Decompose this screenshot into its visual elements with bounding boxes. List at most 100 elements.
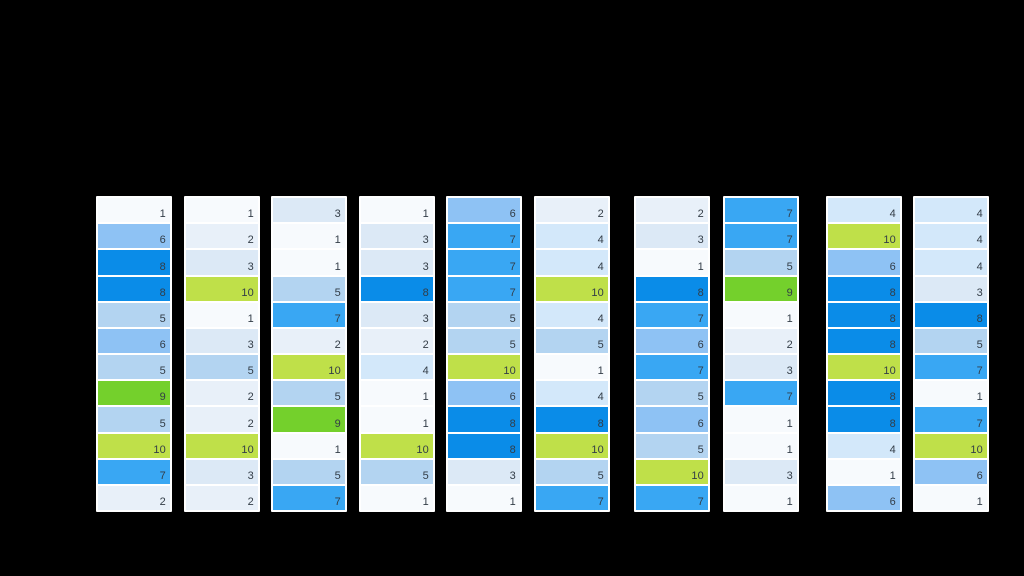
heatmap-cell: 8 xyxy=(828,302,900,327)
heatmap-cell: 7 xyxy=(273,302,345,327)
heatmap-cell: 7 xyxy=(915,355,987,380)
heatmap-cell: 2 xyxy=(536,198,608,223)
heatmap-cell: 7 xyxy=(273,485,345,511)
heatmap-cell: 5 xyxy=(361,459,433,484)
heatmap-cell: 5 xyxy=(448,302,520,327)
heatmap-cell: 7 xyxy=(448,224,520,249)
heatmap-column: 2 4 4 10 4 5 1 4 8 10 5 7 xyxy=(534,196,610,512)
heatmap-cell: 3 xyxy=(273,198,345,223)
heatmap-cell: 6 xyxy=(915,459,987,484)
heatmap-column: 6 7 7 7 5 5 10 6 8 8 3 1 xyxy=(446,196,522,512)
heatmap-cell: 4 xyxy=(536,224,608,249)
heatmap-cell: 1 xyxy=(273,224,345,249)
heatmap-cell: 3 xyxy=(186,250,258,275)
heatmap-cell: 1 xyxy=(273,433,345,458)
heatmap-cell: 1 xyxy=(725,485,797,511)
heatmap-cell: 1 xyxy=(361,407,433,432)
heatmap-cell: 8 xyxy=(536,407,608,432)
heatmap-cell: 10 xyxy=(361,433,433,458)
heatmap-cell: 10 xyxy=(915,433,987,458)
heatmap-cell: 1 xyxy=(361,485,433,511)
heatmap-column: 4 4 4 3 8 5 7 1 7 10 6 1 xyxy=(913,196,989,512)
heatmap-cell: 7 xyxy=(725,198,797,223)
heatmap-column: 1 3 3 8 3 2 4 1 1 10 5 1 xyxy=(359,196,435,512)
heatmap-cell: 1 xyxy=(98,198,170,223)
heatmap-cell: 2 xyxy=(98,485,170,511)
heatmap-cell: 6 xyxy=(828,485,900,511)
heatmap-cell: 5 xyxy=(448,328,520,354)
heatmap-cell: 1 xyxy=(536,355,608,380)
heatmap-cell: 5 xyxy=(186,355,258,380)
heatmap-cell: 7 xyxy=(636,355,708,380)
heatmap-cell: 9 xyxy=(273,407,345,432)
heatmap-cell: 4 xyxy=(361,355,433,380)
heatmap-cell: 4 xyxy=(536,302,608,327)
heatmap-cell: 3 xyxy=(361,224,433,249)
heatmap-cell: 2 xyxy=(186,224,258,249)
heatmap-cell: 4 xyxy=(828,433,900,458)
heatmap-cell: 1 xyxy=(636,250,708,275)
heatmap-cell: 10 xyxy=(186,276,258,301)
heatmap-cell: 10 xyxy=(98,433,170,458)
heatmap-cell: 5 xyxy=(536,328,608,354)
heatmap-cell: 10 xyxy=(636,459,708,484)
heatmap-cell: 5 xyxy=(536,459,608,484)
heatmap-cell: 3 xyxy=(186,328,258,354)
heatmap-cell: 1 xyxy=(361,381,433,406)
heatmap-cell: 2 xyxy=(186,485,258,511)
heatmap-cell: 9 xyxy=(98,381,170,406)
heatmap-cell: 2 xyxy=(186,407,258,432)
heatmap-cell: 7 xyxy=(536,485,608,511)
heatmap-cell: 5 xyxy=(636,433,708,458)
heatmap-cell: 6 xyxy=(636,328,708,354)
heatmap-cell: 8 xyxy=(828,381,900,406)
heatmap-cell: 1 xyxy=(915,485,987,511)
heatmap-cell: 3 xyxy=(915,276,987,301)
heatmap-cell: 1 xyxy=(186,198,258,223)
heatmap-cell: 2 xyxy=(361,328,433,354)
heatmap-cell: 10 xyxy=(828,224,900,249)
heatmap-cell: 6 xyxy=(98,224,170,249)
heatmap-cell: 1 xyxy=(186,302,258,327)
heatmap-cell: 3 xyxy=(361,250,433,275)
heatmap-cell: 10 xyxy=(536,276,608,301)
heatmap-cell: 3 xyxy=(448,459,520,484)
heatmap-cell: 9 xyxy=(725,276,797,301)
heatmap-cell: 5 xyxy=(98,355,170,380)
heatmap-cell: 5 xyxy=(98,302,170,327)
heatmap-column: 3 1 1 5 7 2 10 5 9 1 5 7 xyxy=(271,196,347,512)
heatmap-cell: 4 xyxy=(536,381,608,406)
heatmap-cell: 1 xyxy=(725,407,797,432)
heatmap-cell: 2 xyxy=(273,328,345,354)
heatmap-cell: 1 xyxy=(361,198,433,223)
heatmap-cell: 8 xyxy=(448,433,520,458)
heatmap-cell: 4 xyxy=(915,250,987,275)
heatmap-column: 1 2 3 10 1 3 5 2 2 10 3 2 xyxy=(184,196,260,512)
heatmap-cell: 7 xyxy=(448,276,520,301)
heatmap-cell: 6 xyxy=(448,198,520,223)
heatmap-cell: 4 xyxy=(915,224,987,249)
heatmap-cell: 5 xyxy=(915,328,987,354)
heatmap-cell: 7 xyxy=(725,224,797,249)
heatmap-cell: 4 xyxy=(915,198,987,223)
heatmap-cell: 7 xyxy=(636,485,708,511)
heatmap-cell: 3 xyxy=(636,224,708,249)
heatmap-cell: 6 xyxy=(828,250,900,275)
heatmap-cell: 8 xyxy=(828,328,900,354)
heatmap-cell: 3 xyxy=(186,459,258,484)
heatmap-column: 1 6 8 8 5 6 5 9 5 10 7 2 xyxy=(96,196,172,512)
heatmap-cell: 7 xyxy=(636,302,708,327)
heatmap-cell: 8 xyxy=(361,276,433,301)
heatmap-cell: 1 xyxy=(828,459,900,484)
heatmap-cell: 8 xyxy=(98,276,170,301)
heatmap-cell: 8 xyxy=(448,407,520,432)
heatmap-cell: 4 xyxy=(828,198,900,223)
heatmap-cell: 1 xyxy=(915,381,987,406)
heatmap-cell: 2 xyxy=(636,198,708,223)
heatmap-cell: 1 xyxy=(273,250,345,275)
heatmap-cell: 8 xyxy=(636,276,708,301)
heatmap-cell: 7 xyxy=(725,381,797,406)
heatmap-cell: 10 xyxy=(536,433,608,458)
